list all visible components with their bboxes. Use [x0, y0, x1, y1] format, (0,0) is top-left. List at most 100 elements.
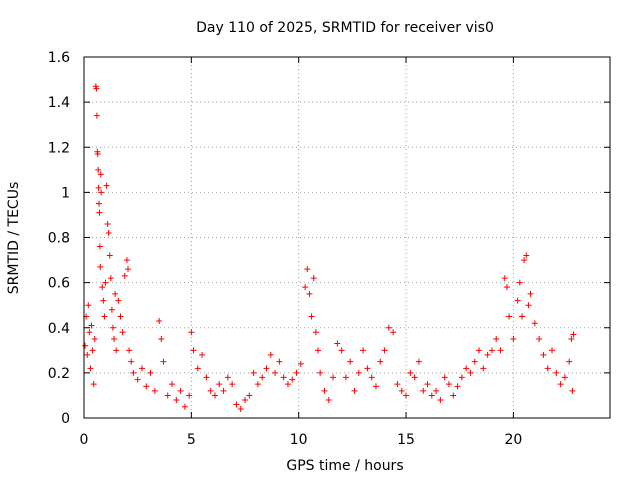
data-point: [100, 297, 107, 304]
data-point: [99, 284, 106, 291]
data-point: [86, 329, 93, 336]
data-point: [553, 369, 560, 376]
data-point: [242, 396, 249, 403]
x-tick-label: 10: [290, 432, 308, 448]
data-point: [312, 329, 319, 336]
axis-ticks: 0 0.2 0.4 0.6 0.8 1 1.2 1.4 1.6 0 5 10 15 20: [48, 50, 610, 448]
data-point: [385, 324, 392, 331]
data-point: [566, 358, 573, 365]
data-point: [521, 257, 528, 264]
data-point: [304, 266, 311, 273]
data-point: [119, 329, 126, 336]
data-point: [250, 369, 257, 376]
data-point: [315, 347, 322, 354]
data-point: [503, 284, 510, 291]
data-point: [97, 263, 104, 270]
data-point: [143, 383, 150, 390]
data-point: [471, 358, 478, 365]
data-point: [121, 272, 128, 279]
data-point: [93, 112, 100, 119]
data-point: [276, 358, 283, 365]
data-point: [103, 182, 110, 189]
data-point: [190, 347, 197, 354]
data-point: [111, 336, 118, 343]
y-tick-label: 0.2: [48, 366, 70, 382]
y-axis-label: SRMTID / TECUs: [6, 182, 22, 295]
data-point: [407, 369, 414, 376]
data-point: [216, 381, 223, 388]
data-point: [233, 401, 240, 408]
data-point: [415, 358, 422, 365]
data-point: [126, 347, 133, 354]
data-point: [88, 322, 95, 329]
data-point: [458, 374, 465, 381]
data-point: [484, 351, 491, 358]
data-point: [147, 369, 154, 376]
data-point: [280, 374, 287, 381]
data-point: [93, 85, 100, 92]
data-point: [267, 351, 274, 358]
data-point: [428, 392, 435, 399]
data-point: [90, 381, 97, 388]
grid-lines: [84, 57, 610, 418]
data-point: [501, 275, 508, 282]
data-point: [89, 347, 96, 354]
data-point: [549, 347, 556, 354]
data-point: [97, 171, 104, 178]
data-point: [177, 387, 184, 394]
data-point: [536, 336, 543, 343]
data-point: [570, 331, 577, 338]
data-point: [488, 347, 495, 354]
data-point: [259, 374, 266, 381]
data-point: [94, 151, 101, 158]
data-point: [109, 324, 116, 331]
data-point: [450, 392, 457, 399]
data-point: [220, 387, 227, 394]
data-point: [561, 374, 568, 381]
data-point: [199, 351, 206, 358]
data-point: [151, 387, 158, 394]
data-point: [321, 387, 328, 394]
data-point: [338, 347, 345, 354]
data-point: [203, 374, 210, 381]
data-point: [377, 358, 384, 365]
data-point: [467, 369, 474, 376]
data-point: [310, 275, 317, 282]
data-point: [394, 381, 401, 388]
data-point: [510, 336, 517, 343]
data-point: [445, 381, 452, 388]
data-point: [293, 369, 300, 376]
data-point: [246, 392, 253, 399]
data-point: [516, 279, 523, 286]
data-point: [355, 369, 362, 376]
data-point: [506, 313, 513, 320]
data-point: [104, 220, 111, 227]
data-point: [106, 252, 113, 259]
data-point: [107, 275, 114, 282]
x-tick-label: 5: [187, 432, 196, 448]
data-point: [531, 320, 538, 327]
data-point: [207, 387, 214, 394]
data-point: [317, 369, 324, 376]
data-point: [360, 347, 367, 354]
x-axis-label: GPS time / hours: [286, 458, 403, 474]
data-point: [347, 358, 354, 365]
data-point: [364, 365, 371, 372]
data-point: [480, 365, 487, 372]
data-point: [211, 392, 218, 399]
data-point: [351, 387, 358, 394]
data-point: [181, 403, 188, 410]
y-tick-label: 0.4: [48, 321, 70, 337]
data-point: [372, 383, 379, 390]
data-point: [441, 374, 448, 381]
y-tick-label: 1.6: [48, 50, 70, 66]
data-points: [82, 83, 577, 412]
data-point: [493, 336, 500, 343]
data-point: [514, 297, 521, 304]
data-point: [433, 387, 440, 394]
data-point: [523, 252, 530, 259]
data-point: [156, 317, 163, 324]
data-point: [84, 351, 91, 358]
data-point: [115, 297, 122, 304]
